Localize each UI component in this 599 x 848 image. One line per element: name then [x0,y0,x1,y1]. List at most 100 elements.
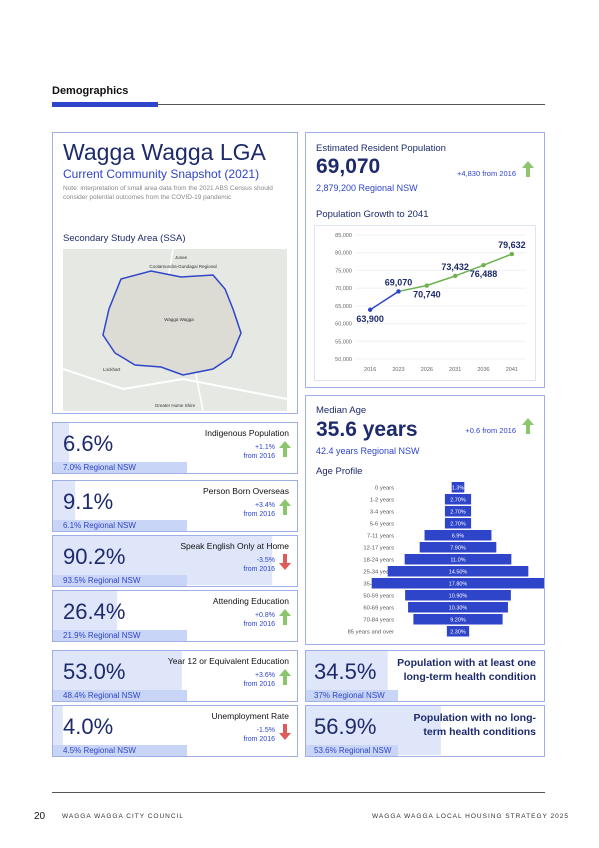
line-point [396,289,401,294]
age-value-label: 6.9% [452,534,465,540]
age-value-label: 17.80% [449,582,468,588]
age-value-label: 9.20% [450,618,466,624]
stat-bar [53,706,63,755]
stat-value: 26.4% [63,599,126,624]
stat-period: from 2016 [243,511,275,518]
arrow-up [279,669,291,685]
stat-regional: 21.9% Regional NSW [53,630,187,641]
stat-label: Speak English Only at Home [180,541,289,551]
health-regional: 53.6% Regional NSW [306,745,398,756]
trend-arrow [279,441,291,457]
age-bar [446,626,470,637]
age-label: 60-69 years [363,606,394,612]
map: Junee Cootamundra-Gundagai Regional Wagga … [63,249,287,411]
x-tick-label: 2031 [449,367,461,373]
stat-change: -3.5% [256,557,275,564]
map-label: Lockhart [103,367,121,372]
stat-label: Unemployment Rate [211,711,289,721]
health-label: Population with at least one long-term h… [397,657,536,683]
stat-period: from 2016 [243,453,275,460]
trend-slot [522,161,534,182]
median-age-value: 35.6 years [316,418,418,441]
age-value-label: 10.90% [449,594,468,600]
data-label: 63,900 [356,314,384,324]
stat-label: Indigenous Population [204,428,289,438]
chart-frame [314,225,536,381]
health-value: 34.5% [314,659,377,684]
y-tick-label: 60,000 [335,322,352,328]
stat-bar-area [53,481,76,530]
stat-change: -1.5% [256,727,275,734]
age-label: 25-34 years [363,570,394,576]
map-label: Cootamundra-Gundagai Regional [149,264,216,269]
stat-period: from 2016 [243,566,275,573]
stat-value: 9.1% [63,489,114,514]
stat-label: Attending Education [212,596,289,606]
trend-arrow [522,161,534,177]
median-age-change: +0.6 from 2016 [465,426,516,435]
age-value-label: 14.50% [449,570,468,576]
population-regional: 2,879,200 Regional NSW [316,183,418,193]
line-segment [426,275,456,287]
age-label: 18-24 years [363,558,394,564]
map-label: Junee [175,255,188,260]
stat-regional: 93.5% Regional NSW [53,575,187,586]
age-value-label: 11.0% [450,558,465,564]
age-chart: 0 years 1.3% 1-2 years 2.70% 3-4 years 2.70% 5… [348,482,544,637]
stat-change: +1.1% [254,444,275,451]
page-number: 20 [34,811,46,822]
stat-card: 53.0% Year 12 or Equivalent Education +3.6… [52,650,298,702]
age-value-label: 2.70% [450,522,466,528]
age-label: 70-84 years [363,618,394,624]
footer-right: WAGGA WAGGA LOCAL HOUSING STRATEGY 2025 [372,813,569,820]
line-segment [483,253,513,266]
age-bar [408,602,508,613]
trend-arrow [279,609,291,625]
stat-card: 6.6% Indigenous Population +1.1% from 2016 7… [52,422,298,474]
trend-arrow [279,669,291,685]
stat-change: +3.6% [254,672,275,679]
arrow-down [279,724,291,740]
stat-card: 90.2% Speak English Only at Home -3.5% from… [52,535,298,587]
y-tick-label: 70,000 [335,286,352,292]
map-label: Greater Hume Shire [155,403,196,408]
stat-bar [53,423,70,472]
age-label: 0 years [375,486,394,492]
age-bar [405,590,511,601]
stat-period: from 2016 [243,621,275,628]
stat-regional: 6.1% Regional NSW [53,520,187,531]
stat-card: 26.4% Attending Education +0.8% from 2016 21… [52,590,298,642]
stat-bar-area [53,706,63,755]
age-value-label: 2.70% [450,510,466,516]
age-bar [387,566,529,577]
lga-panel: Wagga Wagga LGA Current Community Snapsh… [52,132,298,414]
arrow-up [279,609,291,625]
stat-bar-area [53,423,70,472]
stat-regional: 7.0% Regional NSW [53,462,187,473]
age-value-label: 7.90% [450,546,466,552]
health-regional: 37% Regional NSW [306,690,398,701]
stat-regional: 48.4% Regional NSW [53,690,187,701]
age-label: 50-59 years [363,594,394,600]
age-label: 7-11 years [367,534,394,540]
x-tick-label: 2041 [506,367,518,373]
age-bar [451,482,465,493]
line-point [452,273,458,279]
map-label: Wagga Wagga [164,317,194,322]
line-point [509,251,515,257]
stat-period: from 2016 [243,681,275,688]
population-change: +4,830 from 2016 [456,169,516,178]
median-age-regional: 42.4 years Regional NSW [316,446,420,456]
arrow-up [522,161,534,177]
age-value-label: 10.30% [449,606,468,612]
age-bar [444,506,472,517]
lga-title: Wagga Wagga LGA [63,139,266,165]
line-point [481,262,486,268]
stat-value: 6.6% [63,431,114,456]
y-tick-label: 80,000 [335,251,352,257]
x-tick-label: 2036 [477,367,489,373]
population-value: 69,070 [316,155,381,178]
median-age-panel: Median Age 35.6 years 42.4 years Regiona… [305,395,545,645]
age-label: 1-2 years [370,498,394,504]
age-bar [444,518,472,529]
